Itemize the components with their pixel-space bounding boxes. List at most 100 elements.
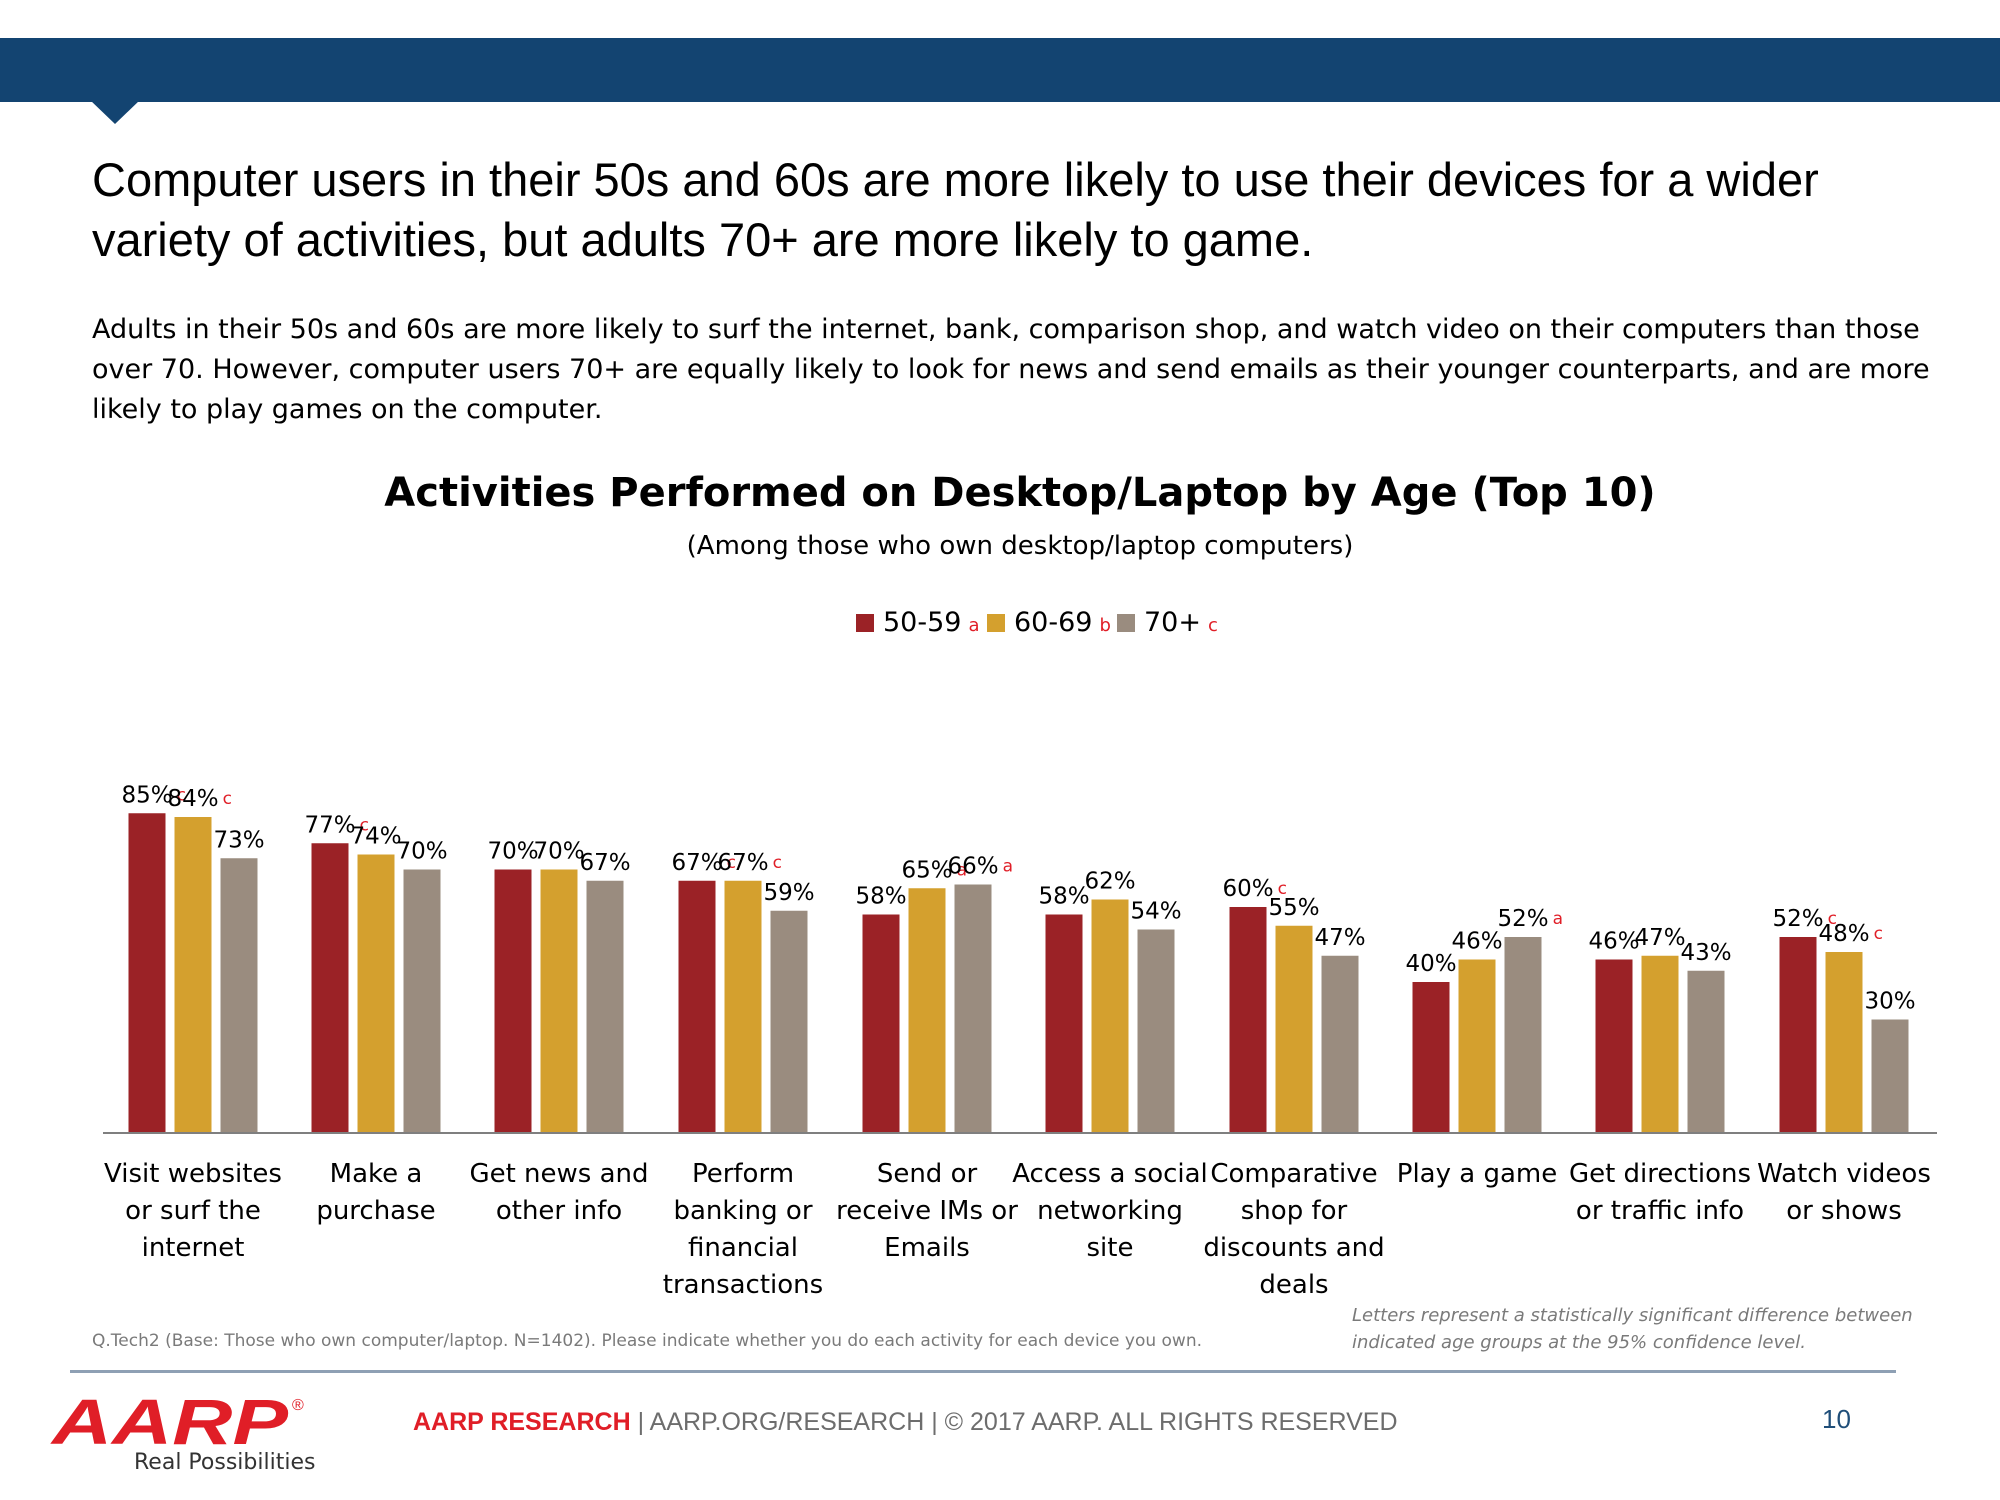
bar-70+-2	[403, 869, 441, 1132]
data-label-50-59-8: 40%	[1405, 951, 1456, 977]
chart-title: Activities Performed on Desktop/Laptop b…	[384, 470, 1655, 516]
category-label-6-line-3: site	[1087, 1233, 1134, 1263]
registered-mark: ®	[292, 1397, 304, 1414]
bar-60-69-9	[1641, 955, 1679, 1132]
category-label-6-line-1: Access a social	[1012, 1159, 1208, 1189]
data-label-50-59-1: 85%	[121, 782, 172, 808]
aarp-tagline: Real Possibilities	[134, 1450, 316, 1475]
question-footnote: Q.Tech2 (Base: Those who own computer/la…	[92, 1331, 1203, 1351]
bar-50-59-1	[128, 813, 166, 1132]
data-label-50-59-7: 60%	[1222, 876, 1273, 902]
bar-70+-8	[1504, 937, 1542, 1132]
data-label-70+-7: 47%	[1314, 925, 1365, 951]
data-label-60-69-8: 46%	[1451, 929, 1502, 955]
data-label-70+-2: 70%	[396, 839, 447, 865]
sig-letter-60-69-10: c	[1874, 924, 1883, 944]
data-label-70+-8: 52%	[1497, 906, 1548, 932]
category-label-9-line-1: Get directions	[1569, 1159, 1751, 1189]
category-label-7-line-2: shop for	[1241, 1196, 1348, 1226]
page-number: 10	[1822, 1404, 1851, 1434]
bar-70+-10	[1871, 1019, 1909, 1132]
header-band-notch	[90, 100, 140, 124]
aarp-logo-mark: AARP ®	[49, 1388, 304, 1450]
legend-label-60-69: 60-69	[1014, 607, 1092, 638]
bar-70+-4	[770, 910, 808, 1132]
slide-intro-text: Adults in their 50s and 60s are more lik…	[92, 314, 1930, 425]
bar-60-69-10	[1825, 952, 1863, 1132]
data-label-60-69-1: 84%	[167, 786, 218, 812]
data-label-70+-3: 67%	[579, 850, 630, 876]
legend-swatch-50-59	[856, 614, 874, 632]
bar-60-69-2	[357, 854, 395, 1132]
category-label-7-line-4: deals	[1259, 1270, 1328, 1300]
category-label-1-line-2: or surf the	[125, 1196, 261, 1226]
sig-letter-50-59-4: c	[727, 853, 736, 873]
data-label-50-59-10: 52%	[1772, 906, 1823, 932]
category-label-7-line-3: discounts and	[1203, 1233, 1384, 1263]
bar-60-69-7	[1275, 925, 1313, 1132]
bar-50-59-10	[1779, 937, 1817, 1132]
sig-letter-50-59-7: c	[1278, 879, 1287, 899]
data-label-50-59-2: 77%	[304, 812, 355, 838]
data-label-60-69-2: 74%	[350, 824, 401, 850]
data-label-50-59-5: 58%	[855, 884, 906, 910]
category-label-1-line-1: Visit websites	[104, 1159, 282, 1189]
category-label-4-line-4: transactions	[663, 1270, 823, 1300]
footer-brand: AARP RESEARCH	[413, 1408, 631, 1436]
bar-50-59-8	[1412, 982, 1450, 1132]
data-label-70+-1: 73%	[213, 827, 264, 853]
category-label-10-line-2: or shows	[1786, 1196, 1902, 1226]
footer-credit-text: | AARP.ORG/RESEARCH | © 2017 AARP. ALL R…	[630, 1408, 1398, 1436]
bar-50-59-7	[1229, 907, 1267, 1132]
sig-letter-60-69-1: c	[223, 789, 232, 809]
bar-60-69-4	[724, 880, 762, 1132]
data-label-50-59-3: 70%	[487, 839, 538, 865]
bar-60-69-6	[1091, 899, 1129, 1132]
category-label-2-line-2: purchase	[316, 1196, 435, 1226]
data-label-70+-9: 43%	[1680, 940, 1731, 966]
data-label-60-69-5: 65%	[901, 857, 952, 883]
bar-70+-7	[1321, 955, 1359, 1132]
bar-50-59-4	[678, 880, 716, 1132]
category-label-4-line-2: banking or	[673, 1196, 812, 1226]
data-label-50-59-6: 58%	[1038, 884, 1089, 910]
bar-50-59-3	[494, 869, 532, 1132]
category-label-3-line-2: other info	[496, 1196, 622, 1226]
bar-70+-6	[1137, 929, 1175, 1132]
category-label-4-line-3: financial	[688, 1233, 798, 1263]
sig-letter-50-59-2: c	[360, 815, 369, 835]
data-label-50-59-9: 46%	[1588, 929, 1639, 955]
data-label-70+-5: 66%	[947, 854, 998, 880]
legend-letter-60-69: b	[1099, 615, 1110, 636]
data-label-60-69-4: 67%	[717, 850, 768, 876]
data-label-60-69-3: 70%	[533, 839, 584, 865]
legend-letter-70+: c	[1208, 615, 1218, 636]
bar-50-59-9	[1595, 959, 1633, 1132]
sig-letter-70+-5: a	[1003, 857, 1013, 877]
bar-60-69-5	[908, 888, 946, 1132]
sig-letter-60-69-4: c	[773, 853, 782, 873]
category-label-6-line-2: networking	[1037, 1196, 1183, 1226]
category-label-7-line-1: Comparative	[1210, 1159, 1377, 1189]
chart-subtitle: (Among those who own desktop/laptop comp…	[687, 531, 1354, 561]
legend-label-70+: 70+	[1144, 607, 1201, 638]
legend-swatch-70+	[1117, 614, 1135, 632]
category-label-5-line-1: Send or	[877, 1159, 978, 1189]
data-label-60-69-9: 47%	[1634, 925, 1685, 951]
significance-note: Letters represent a statistically signif…	[1352, 1305, 1913, 1353]
legend-letter-50-59: a	[968, 615, 979, 636]
data-label-60-69-7: 55%	[1268, 895, 1319, 921]
footer-credit: AARP RESEARCH | AARP.ORG/RESEARCH | © 20…	[413, 1408, 1398, 1437]
bar-60-69-3	[540, 869, 578, 1132]
sig-letter-50-59-1: c	[177, 785, 186, 805]
footer-divider	[70, 1370, 1896, 1373]
bar-70+-5	[954, 884, 992, 1132]
bar-70+-9	[1687, 970, 1725, 1132]
sig-letter-60-69-5: a	[957, 860, 967, 880]
data-label-70+-4: 59%	[763, 880, 814, 906]
data-label-70+-10: 30%	[1864, 989, 1915, 1015]
bar-60-69-8	[1458, 959, 1496, 1132]
bar-70+-3	[586, 880, 624, 1132]
category-label-3-line-1: Get news and	[469, 1159, 648, 1189]
bar-60-69-1	[174, 817, 212, 1132]
